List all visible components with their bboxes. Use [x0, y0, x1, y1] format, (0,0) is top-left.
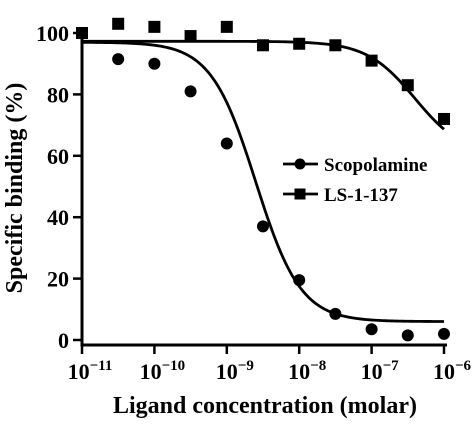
- y-tick-label: 100: [36, 21, 69, 46]
- legend-label-ls-1-137: LS-1-137: [324, 185, 398, 206]
- legend-item-ls-1-137: LS-1-137: [283, 185, 398, 206]
- x-tick-exponent: −7: [383, 358, 400, 374]
- x-tick-exponent: −6: [455, 358, 472, 374]
- data-point-ls-1-137: [401, 79, 414, 92]
- data-point-ls-1-137: [293, 37, 306, 50]
- data-point-ls-1-137: [184, 30, 197, 43]
- x-tick-base: 10: [361, 359, 383, 384]
- x-tick-base: 10: [68, 359, 90, 384]
- data-point-scopolamine: [438, 327, 450, 340]
- data-point-ls-1-137: [112, 17, 125, 30]
- axes: [80, 30, 447, 347]
- x-tick-label: 10−9: [216, 358, 254, 384]
- x-tick-exponent: −10: [162, 358, 186, 374]
- data-point-scopolamine: [184, 85, 197, 98]
- legend-marker-scopolamine: [294, 158, 306, 170]
- x-axis-title: Ligand concentration (molar): [113, 393, 417, 419]
- data-point-scopolamine: [220, 137, 233, 150]
- data-point-scopolamine: [256, 220, 269, 233]
- y-tick-label: 60: [47, 144, 69, 169]
- x-tick-base: 10: [140, 359, 162, 384]
- x-tick-label: 10−11: [68, 358, 113, 384]
- y-tick-label: 0: [58, 328, 69, 353]
- legend-item-scopolamine: Scopolamine: [283, 155, 427, 176]
- x-tick-exponent: −11: [90, 358, 113, 374]
- x-tick-label: 10−8: [288, 358, 326, 384]
- data-point-ls-1-137: [256, 39, 269, 52]
- x-tick-base: 10: [288, 359, 310, 384]
- x-tick-label: 10−6: [433, 358, 472, 384]
- plot-marks: [76, 17, 450, 342]
- legend: Scopolamine LS-1-137: [283, 155, 427, 206]
- data-point-ls-1-137: [220, 20, 233, 33]
- y-axis-title: Specific binding (%): [2, 83, 28, 294]
- data-point-scopolamine: [329, 307, 342, 320]
- data-point-ls-1-137: [365, 54, 378, 67]
- legend-marker-ls-1-137: [294, 188, 306, 200]
- fit-curve-ls-1-137: [82, 39, 445, 131]
- y-tick-label: 40: [47, 205, 69, 230]
- x-tick-label: 10−7: [361, 358, 400, 384]
- data-point-scopolamine: [293, 274, 306, 287]
- data-point-scopolamine: [401, 329, 414, 342]
- y-tick-label: 20: [47, 267, 69, 292]
- x-tick-label: 10−10: [140, 358, 186, 384]
- legend-label-scopolamine: Scopolamine: [324, 155, 427, 176]
- data-point-scopolamine: [365, 323, 378, 336]
- fit-curve-scopolamine: [81, 40, 445, 323]
- data-point-ls-1-137: [438, 112, 450, 125]
- data-point-scopolamine: [112, 53, 125, 66]
- x-tick-base: 10: [433, 359, 455, 384]
- data-point-ls-1-137: [148, 20, 161, 33]
- x-tick-exponent: −8: [310, 358, 326, 374]
- x-tick-exponent: −9: [238, 358, 254, 374]
- x-tick-base: 10: [216, 359, 238, 384]
- y-tick-label: 80: [47, 82, 69, 107]
- data-point-scopolamine: [148, 57, 161, 70]
- data-point-ls-1-137: [329, 39, 342, 52]
